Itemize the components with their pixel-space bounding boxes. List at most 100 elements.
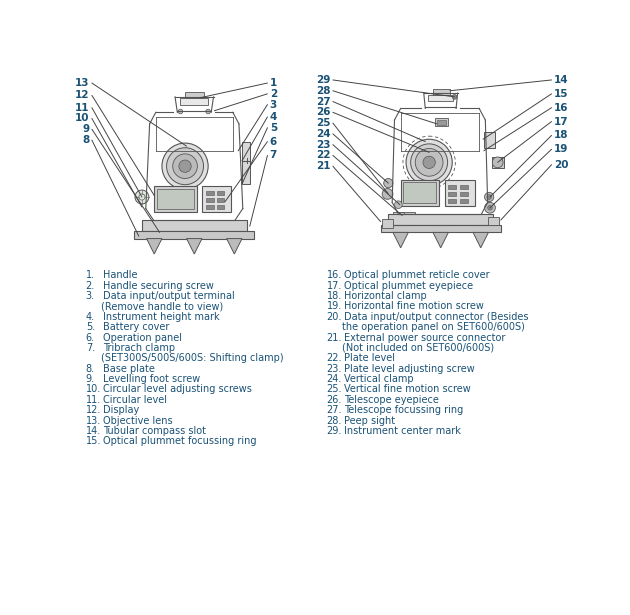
Text: Circular level adjusting screws: Circular level adjusting screws [103,384,251,394]
Text: 10.: 10. [86,384,101,394]
Bar [242,141,249,184]
Bar [202,186,231,212]
Bar [437,120,446,125]
Circle shape [487,195,491,199]
Circle shape [206,109,210,114]
Text: 9: 9 [83,124,89,134]
Text: the operation panel on SET600/600S): the operation panel on SET600/600S) [342,322,525,332]
Bar [382,218,393,228]
Text: Display: Display [103,405,139,415]
Text: 9.: 9. [86,374,95,384]
Text: 15.: 15. [86,437,101,446]
Text: 27: 27 [316,97,331,106]
Text: 11: 11 [75,103,89,113]
Text: 2: 2 [270,89,277,99]
Circle shape [173,154,197,178]
Text: 12: 12 [75,90,89,100]
Text: 29: 29 [316,75,331,85]
Text: 1.: 1. [86,270,95,280]
Text: 3: 3 [270,100,277,109]
Polygon shape [393,232,408,248]
Bar [381,224,501,232]
Text: 25: 25 [316,118,331,128]
Bar [206,205,214,209]
Text: Tribrach clamp: Tribrach clamp [103,343,175,353]
Text: 16: 16 [554,103,568,113]
Bar [449,199,456,203]
Bar [403,183,436,203]
Text: 19: 19 [554,145,568,154]
Text: Objective lens: Objective lens [103,416,172,426]
Text: 21: 21 [316,161,331,171]
Circle shape [415,148,443,177]
Circle shape [179,160,192,172]
Text: Telescope eyepiece: Telescope eyepiece [344,395,438,405]
Bar [433,89,450,95]
Text: 26.: 26. [327,395,342,405]
Text: 11.: 11. [86,395,101,405]
Text: Optical plummet eyepiece: Optical plummet eyepiece [344,280,472,290]
Text: Circular level: Circular level [103,395,167,405]
Polygon shape [147,239,162,254]
Text: 28.: 28. [327,416,342,426]
Text: (Remove handle to view): (Remove handle to view) [101,301,224,311]
Text: Vertical clamp: Vertical clamp [344,374,413,384]
Text: 24.: 24. [327,374,342,384]
Text: 4.: 4. [86,312,95,322]
Text: Handle: Handle [103,270,137,280]
Text: 13.: 13. [86,416,101,426]
Text: 17: 17 [554,116,568,127]
Text: 15: 15 [554,89,568,99]
Text: Optical plummet reticle cover: Optical plummet reticle cover [344,270,490,280]
Bar [154,186,197,212]
Text: Peep sight: Peep sight [344,416,395,426]
Bar [401,180,439,206]
Circle shape [411,144,447,181]
Text: 16.: 16. [327,270,342,280]
Text: Horizontal clamp: Horizontal clamp [344,291,427,301]
Bar [134,231,255,239]
Circle shape [394,201,402,208]
Text: 26: 26 [316,107,331,117]
Circle shape [178,109,183,114]
Text: 3.: 3. [86,291,95,301]
Text: Telescope focussing ring: Telescope focussing ring [344,405,463,415]
Bar [449,192,456,196]
Bar [484,132,495,148]
Bar [488,217,499,224]
Text: Vertical fine motion screw: Vertical fine motion screw [344,384,471,394]
Text: 8.: 8. [86,363,95,374]
Circle shape [162,143,208,189]
Circle shape [135,190,149,204]
Text: 2.: 2. [86,280,95,290]
Text: 23: 23 [316,140,331,149]
Circle shape [406,139,452,186]
Text: 22.: 22. [327,353,342,363]
Text: 6: 6 [270,137,277,146]
Text: Base plate: Base plate [103,363,154,374]
Text: 28: 28 [316,85,331,96]
Text: 20: 20 [554,160,568,170]
Text: 7.: 7. [86,343,95,353]
Bar [206,198,214,202]
Text: 20.: 20. [327,312,342,322]
Text: Data input/output connector (Besides: Data input/output connector (Besides [344,312,528,322]
Text: 22: 22 [316,151,331,161]
Bar [217,205,224,209]
Bar [393,212,415,218]
Text: 23.: 23. [327,363,342,374]
Text: Instrument center mark: Instrument center mark [344,426,461,436]
Text: 4: 4 [270,112,277,122]
Text: 6.: 6. [86,333,95,343]
Text: Plate level adjusting screw: Plate level adjusting screw [344,363,474,374]
Text: 14.: 14. [86,426,101,436]
Text: 17.: 17. [327,280,342,290]
Bar [460,199,467,203]
Text: Battery cover: Battery cover [103,322,169,332]
Text: Instrument height mark: Instrument height mark [103,312,219,322]
Text: 12.: 12. [86,405,101,415]
Text: 1: 1 [270,78,277,88]
Bar [206,191,214,196]
Polygon shape [227,239,242,254]
Circle shape [484,202,495,213]
